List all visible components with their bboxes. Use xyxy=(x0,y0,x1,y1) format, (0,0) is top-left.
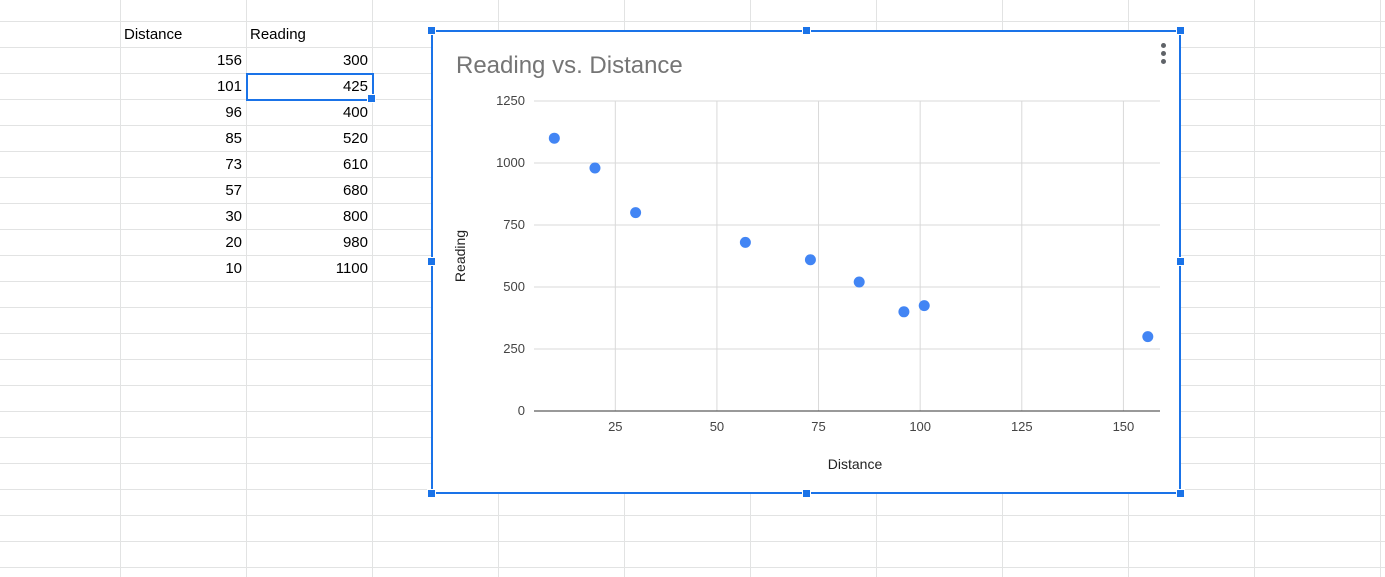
y-tick-label: 250 xyxy=(503,341,525,356)
x-tick-label: 100 xyxy=(909,419,931,434)
cell-reading[interactable]: 520 xyxy=(342,130,368,147)
more-vert-icon[interactable] xyxy=(1154,41,1172,65)
resize-handle-top-left[interactable] xyxy=(427,26,436,35)
cell-reading[interactable]: 400 xyxy=(342,104,368,121)
grid-line xyxy=(0,541,1385,542)
y-tick-label: 500 xyxy=(503,279,525,294)
cell-distance[interactable]: 10 xyxy=(225,260,242,277)
y-tick-label: 0 xyxy=(518,403,525,418)
header-cell-distance[interactable]: Distance xyxy=(124,26,183,43)
header-cell-reading[interactable]: Reading xyxy=(250,26,306,43)
resize-handle-bottom-left[interactable] xyxy=(427,489,436,498)
cell-reading[interactable]: 800 xyxy=(342,208,368,225)
cell-distance[interactable]: 85 xyxy=(225,130,242,147)
selected-cell-outline[interactable] xyxy=(246,73,374,101)
chart-title[interactable]: Reading vs. Distance xyxy=(456,52,683,79)
data-point xyxy=(548,132,560,144)
cell-distance[interactable]: 156 xyxy=(216,52,242,69)
cell-reading[interactable]: 300 xyxy=(342,52,368,69)
y-tick-label: 1000 xyxy=(496,155,525,170)
cell-distance[interactable]: 20 xyxy=(225,234,242,251)
fill-handle[interactable] xyxy=(367,94,376,103)
data-point xyxy=(804,254,816,266)
chart-container[interactable]: 0 250 500 750 1000 1250 25 50 75 100 125 150 Distanc… xyxy=(431,30,1181,494)
y-axis-label: Reading xyxy=(452,230,468,282)
cell-distance[interactable]: 30 xyxy=(225,208,242,225)
data-point xyxy=(630,207,642,219)
x-tick-label: 50 xyxy=(710,419,724,434)
kebab-dot xyxy=(1160,58,1166,64)
cell-reading[interactable]: 1100 xyxy=(335,260,368,277)
cell-distance[interactable]: 57 xyxy=(225,182,242,199)
grid-line xyxy=(1254,0,1255,577)
grid-line xyxy=(246,0,247,577)
x-tick-label: 75 xyxy=(811,419,825,434)
resize-handle-bottom-right[interactable] xyxy=(1176,489,1185,498)
x-tick-label: 25 xyxy=(608,419,622,434)
x-axis-label: Distance xyxy=(828,456,883,472)
kebab-dot xyxy=(1160,42,1166,48)
data-point xyxy=(918,300,930,312)
resize-handle-top[interactable] xyxy=(802,26,811,35)
resize-handle-left[interactable] xyxy=(427,257,436,266)
data-point xyxy=(1142,331,1154,343)
data-point xyxy=(739,236,751,248)
cell-distance[interactable]: 101 xyxy=(216,78,242,95)
y-tick-label: 750 xyxy=(503,217,525,232)
grid-line xyxy=(0,567,1385,568)
grid-line xyxy=(120,0,121,577)
data-point xyxy=(853,276,865,288)
grid-line xyxy=(0,515,1385,516)
grid-line xyxy=(0,21,1385,22)
cell-reading[interactable]: 680 xyxy=(342,182,368,199)
cell-reading[interactable]: 980 xyxy=(342,234,368,251)
x-tick-label: 150 xyxy=(1113,419,1135,434)
cell-reading[interactable]: 425 xyxy=(342,78,368,95)
cell-distance[interactable]: 96 xyxy=(225,104,242,121)
scatter-chart: 0 250 500 750 1000 1250 25 50 75 100 125 150 Distanc… xyxy=(452,93,1160,472)
grid-line xyxy=(372,0,373,577)
resize-handle-top-right[interactable] xyxy=(1176,26,1185,35)
resize-handle-bottom[interactable] xyxy=(802,489,811,498)
kebab-dot xyxy=(1160,50,1166,56)
data-point xyxy=(898,306,910,318)
cell-reading[interactable]: 610 xyxy=(342,156,368,173)
data-point xyxy=(589,162,601,174)
cell-distance[interactable]: 73 xyxy=(225,156,242,173)
x-tick-label: 125 xyxy=(1011,419,1033,434)
grid-line xyxy=(1380,0,1381,577)
y-tick-label: 1250 xyxy=(496,93,525,108)
resize-handle-right[interactable] xyxy=(1176,257,1185,266)
